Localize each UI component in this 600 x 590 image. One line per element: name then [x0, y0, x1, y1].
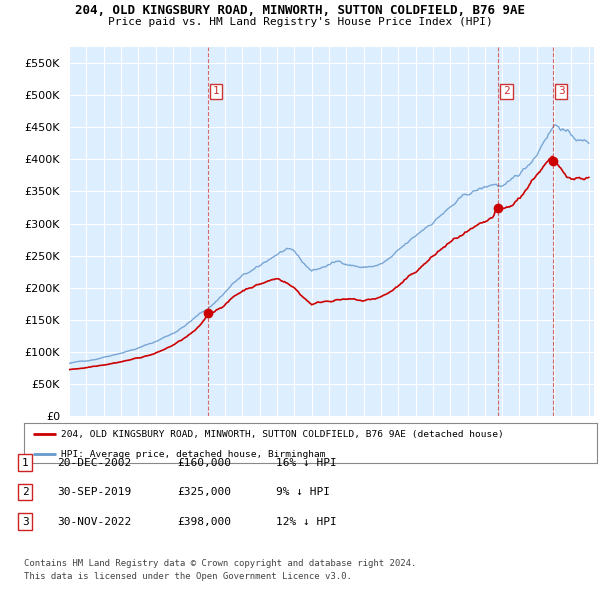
Text: 2: 2: [22, 487, 29, 497]
Text: 1: 1: [22, 458, 29, 467]
Text: £160,000: £160,000: [177, 458, 231, 467]
Text: Price paid vs. HM Land Registry's House Price Index (HPI): Price paid vs. HM Land Registry's House …: [107, 17, 493, 27]
Text: £325,000: £325,000: [177, 487, 231, 497]
Text: 204, OLD KINGSBURY ROAD, MINWORTH, SUTTON COLDFIELD, B76 9AE: 204, OLD KINGSBURY ROAD, MINWORTH, SUTTO…: [75, 4, 525, 17]
Text: 12% ↓ HPI: 12% ↓ HPI: [276, 517, 337, 526]
Text: 16% ↓ HPI: 16% ↓ HPI: [276, 458, 337, 467]
Text: Contains HM Land Registry data © Crown copyright and database right 2024.: Contains HM Land Registry data © Crown c…: [24, 559, 416, 568]
Text: 30-SEP-2019: 30-SEP-2019: [57, 487, 131, 497]
Text: 2: 2: [503, 87, 510, 96]
Text: 1: 1: [213, 87, 220, 96]
Text: £398,000: £398,000: [177, 517, 231, 526]
Text: This data is licensed under the Open Government Licence v3.0.: This data is licensed under the Open Gov…: [24, 572, 352, 581]
Text: 3: 3: [22, 517, 29, 526]
Text: 9% ↓ HPI: 9% ↓ HPI: [276, 487, 330, 497]
Text: 204, OLD KINGSBURY ROAD, MINWORTH, SUTTON COLDFIELD, B76 9AE (detached house): 204, OLD KINGSBURY ROAD, MINWORTH, SUTTO…: [61, 430, 504, 439]
Text: 20-DEC-2002: 20-DEC-2002: [57, 458, 131, 467]
Text: 30-NOV-2022: 30-NOV-2022: [57, 517, 131, 526]
Text: 3: 3: [558, 87, 565, 96]
Text: HPI: Average price, detached house, Birmingham: HPI: Average price, detached house, Birm…: [61, 450, 326, 459]
